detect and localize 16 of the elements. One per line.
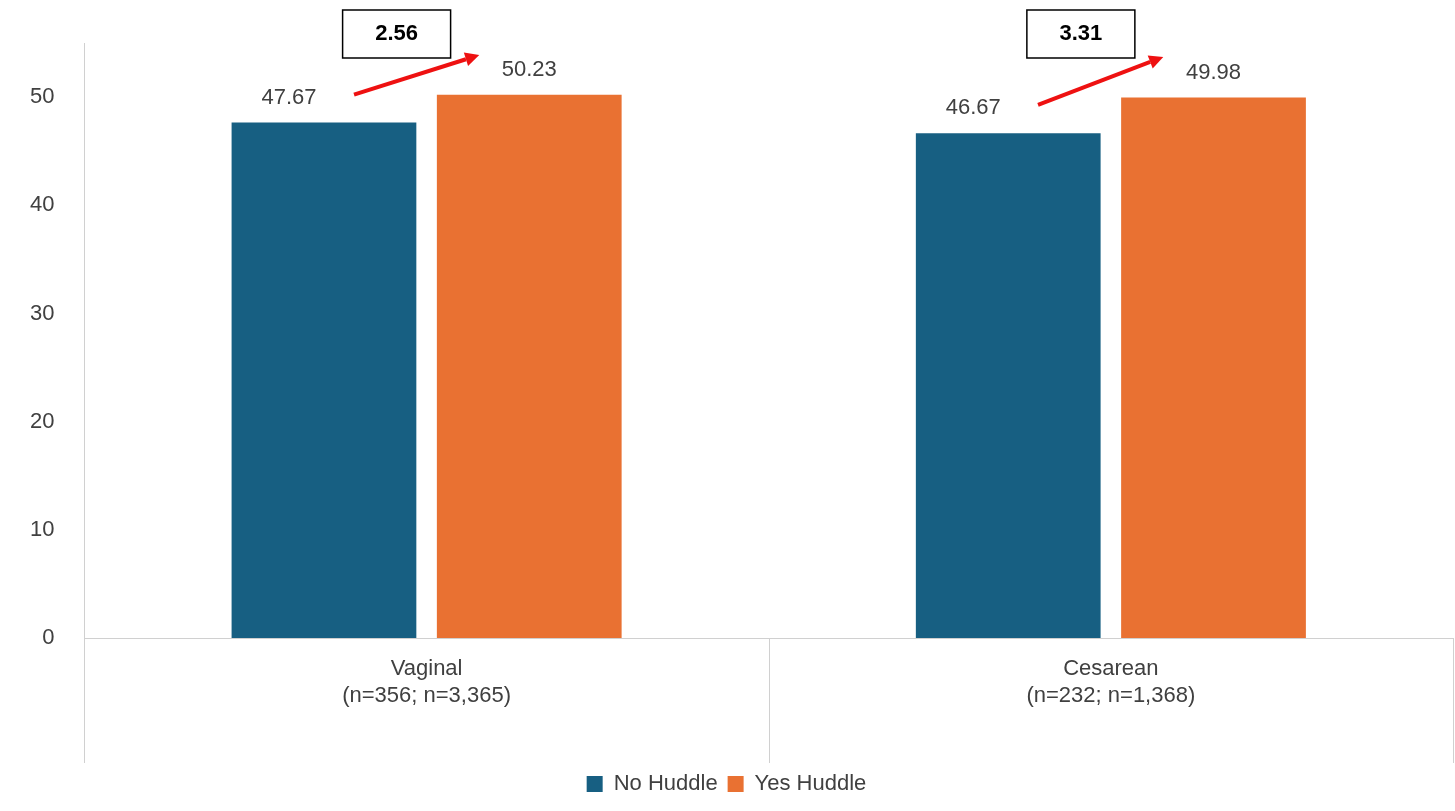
- y-tick-label: 50: [29, 83, 55, 109]
- annotation: 3.31: [1059, 20, 1103, 46]
- legend-label: Yes Huddle: [754, 770, 867, 796]
- y-tick-label: 30: [29, 299, 55, 325]
- data-label: 46.67: [945, 94, 1001, 120]
- data-label: 49.98: [1185, 58, 1242, 84]
- data-label: 47.67: [261, 83, 317, 109]
- annotation: 2.56: [375, 20, 419, 46]
- y-tick-label: 0: [42, 624, 55, 650]
- legend-label: No Huddle: [613, 770, 718, 796]
- x-tick-label: Cesarean (n=232; n=1,368): [1026, 655, 1196, 707]
- y-tick-label: 40: [29, 191, 55, 217]
- y-tick-label: 10: [29, 515, 55, 541]
- y-tick-label: 20: [29, 407, 55, 433]
- x-tick-label: Vaginal (n=356; n=3,365): [342, 655, 512, 707]
- data-label: 50.23: [501, 55, 557, 81]
